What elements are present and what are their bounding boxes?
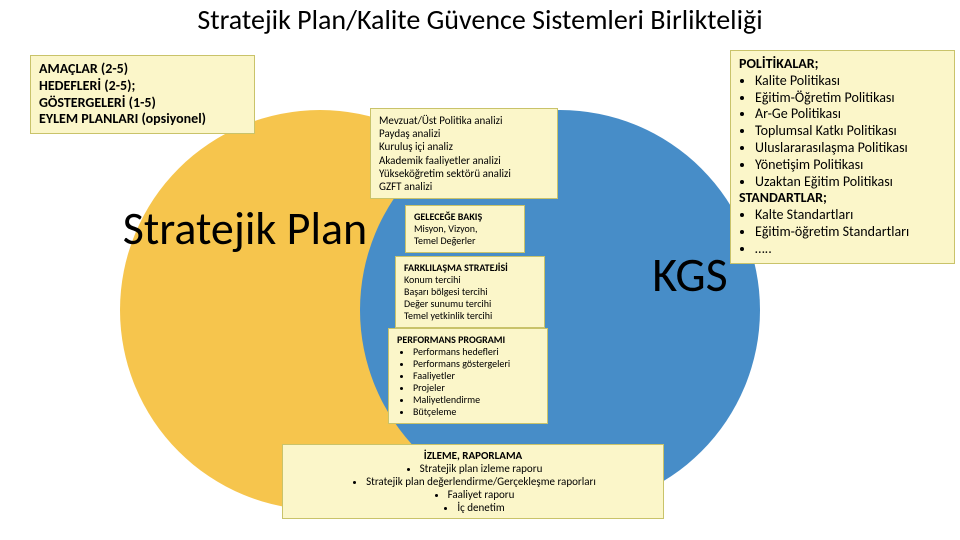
politikalar-header: POLİTİKALAR; bbox=[739, 56, 946, 73]
amaclar-line-0: AMAÇLAR (2-5) bbox=[39, 61, 246, 78]
note-amaclar: AMAÇLAR (2-5) HEDEFLERİ (2-5); GÖSTERGEL… bbox=[30, 55, 255, 134]
mevzuat-line: Yükseköğretim sektörü analizi bbox=[379, 167, 549, 180]
mevzuat-line: Akademik faaliyetler analizi bbox=[379, 154, 549, 167]
note-mevzuat: Mevzuat/Üst Politika analizi Paydaş anal… bbox=[370, 108, 558, 199]
mevzuat-line: Kuruluş içi analiz bbox=[379, 140, 549, 153]
politikalar-item: Ar-Ge Politikası bbox=[755, 106, 946, 123]
standartlar-item: Eğitim-öğretim Standartları bbox=[755, 224, 946, 241]
mevzuat-line: Mevzuat/Üst Politika analizi bbox=[379, 114, 549, 127]
performans-item: Bütçeleme bbox=[413, 406, 539, 418]
standartlar-item: ….. bbox=[755, 241, 946, 258]
amaclar-line-3: EYLEM PLANLARI (opsiyonel) bbox=[39, 111, 246, 128]
politikalar-item: Kalite Politikası bbox=[755, 73, 946, 90]
note-izleme: İZLEME, RAPORLAMA Stratejik plan izleme … bbox=[282, 444, 664, 519]
izleme-header: İZLEME, RAPORLAMA bbox=[293, 449, 653, 462]
page-title: Stratejik Plan/Kalite Güvence Sistemleri… bbox=[0, 2, 960, 37]
note-politikalar: POLİTİKALAR; Kalite Politikası Eğitim-Öğ… bbox=[730, 50, 955, 264]
standartlar-header: STANDARTLAR; bbox=[739, 190, 946, 207]
standartlar-list: Kalte Standartları Eğitim-öğretim Standa… bbox=[739, 207, 946, 257]
politikalar-list: Kalite Politikası Eğitim-Öğretim Politik… bbox=[739, 73, 946, 191]
standartlar-item: Kalte Standartları bbox=[755, 207, 946, 224]
izleme-item: Faaliyet raporu bbox=[448, 488, 515, 501]
farklilasma-line: Temel yetkinlik tercihi bbox=[404, 310, 536, 322]
mevzuat-line: Paydaş analizi bbox=[379, 127, 549, 140]
politikalar-item: Toplumsal Katkı Politikası bbox=[755, 123, 946, 140]
politikalar-item: Yönetişim Politikası bbox=[755, 157, 946, 174]
izleme-item: Stratejik plan değerlendirme/Gerçekleşme… bbox=[366, 475, 596, 488]
izleme-item: Stratejik plan izleme raporu bbox=[420, 462, 543, 475]
performans-list: Performans hedefleri Performans gösterge… bbox=[397, 346, 539, 418]
mevzuat-line: GZFT analizi bbox=[379, 180, 549, 193]
politikalar-item: Uluslararasılaşma Politikası bbox=[755, 140, 946, 157]
diagram-stage: Stratejik Plan/Kalite Güvence Sistemleri… bbox=[0, 0, 960, 540]
gelecek-line: Temel Değerler bbox=[414, 235, 516, 247]
amaclar-line-2: GÖSTERGELERİ (1-5) bbox=[39, 95, 246, 112]
note-performans: PERFORMANS PROGRAMI Performans hedefleri… bbox=[388, 328, 548, 424]
politikalar-item: Eğitim-Öğretim Politikası bbox=[755, 90, 946, 107]
politikalar-item: Uzaktan Eğitim Politikası bbox=[755, 174, 946, 191]
note-farklilasma: FARKLILAŞMA STRATEJİSİ Konum tercihi Baş… bbox=[395, 256, 545, 328]
note-gelecek: GELECEĞE BAKIŞ Misyon, Vizyon, Temel Değ… bbox=[405, 205, 525, 253]
izleme-item: İç denetim bbox=[457, 501, 504, 514]
venn-left-label: Stratejik Plan bbox=[105, 205, 385, 253]
amaclar-line-1: HEDEFLERİ (2-5); bbox=[39, 78, 246, 95]
